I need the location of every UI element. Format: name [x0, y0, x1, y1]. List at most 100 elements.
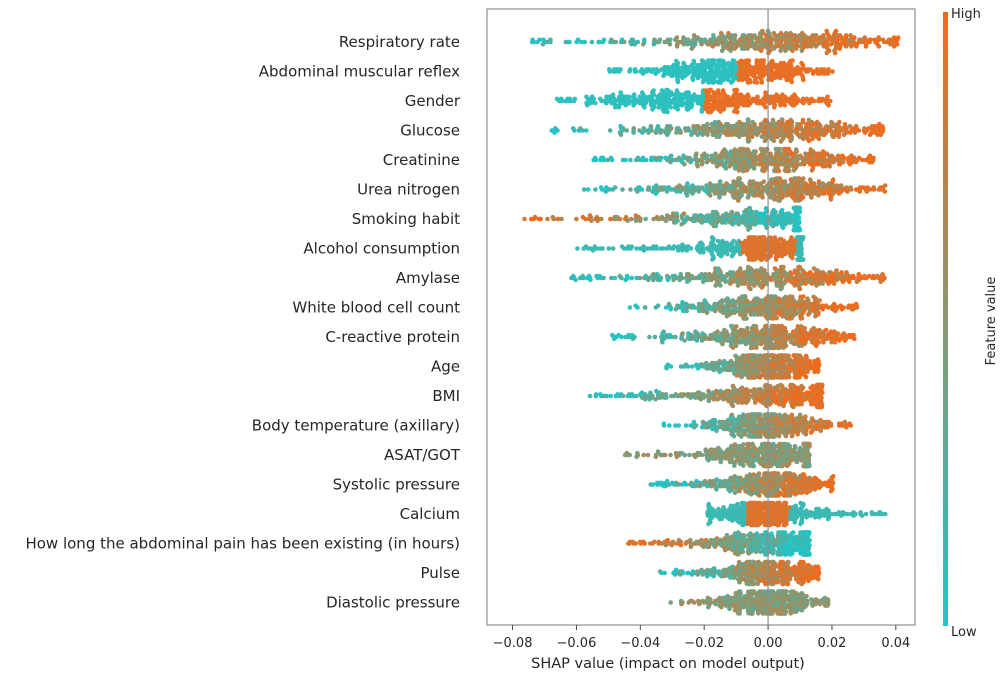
shap-point: [597, 39, 602, 45]
shap-point: [694, 362, 699, 368]
shap-point: [772, 235, 778, 240]
shap-point: [745, 46, 750, 51]
shap-point: [689, 102, 695, 108]
shap-point: [654, 183, 659, 188]
shap-point: [791, 168, 797, 173]
shap-point: [536, 216, 542, 222]
shap-point: [813, 314, 818, 319]
shap-point: [663, 155, 668, 161]
shap-point: [678, 73, 683, 78]
shap-point: [582, 39, 588, 45]
shap-point: [769, 177, 774, 182]
plot-frame: [486, 8, 916, 626]
shap-point: [674, 44, 680, 49]
shap-point: [790, 58, 795, 63]
shap-point: [732, 249, 737, 255]
shap-point: [640, 41, 646, 47]
shap-point: [604, 185, 609, 190]
shap-point: [814, 343, 819, 349]
shap-point: [541, 37, 546, 43]
shap-point: [705, 41, 710, 47]
shap-point: [770, 161, 775, 167]
shap-point: [788, 270, 793, 275]
shap-point: [653, 71, 658, 76]
shap-point: [842, 277, 847, 283]
shap-point: [668, 364, 674, 369]
shap-point: [763, 314, 768, 319]
shap-point: [787, 251, 793, 257]
shap-point: [763, 105, 768, 110]
shap-point: [792, 92, 797, 97]
shap-point: [810, 136, 815, 142]
shap-point: [781, 281, 787, 286]
shap-point: [735, 109, 740, 115]
shap-point: [778, 139, 784, 144]
shap-point: [710, 132, 716, 137]
shap-point: [865, 185, 870, 190]
shap-point: [835, 153, 841, 159]
shap-point: [745, 195, 751, 200]
shap-point: [667, 332, 673, 338]
shap-point: [650, 107, 655, 112]
shap-point: [891, 35, 897, 40]
shap-point: [792, 198, 798, 203]
shap-point: [757, 75, 763, 81]
shap-point: [745, 92, 751, 97]
shap-point: [761, 211, 767, 216]
shap-point: [782, 270, 788, 275]
shap-point: [803, 353, 809, 359]
shap-point: [659, 67, 664, 72]
shap-point: [791, 102, 797, 108]
shap-point: [728, 48, 733, 54]
shap-point: [700, 331, 705, 336]
shap-point: [721, 58, 726, 64]
shap-point: [717, 80, 722, 85]
shap-point: [684, 107, 690, 112]
shap-point: [771, 30, 777, 36]
shap-point: [746, 235, 752, 240]
shap-point: [740, 77, 745, 83]
shap-point: [689, 157, 695, 163]
shap-point: [828, 41, 834, 47]
shap-point: [822, 132, 827, 137]
shap-point: [600, 155, 606, 161]
shap-point: [587, 213, 593, 218]
shap-point: [632, 67, 638, 72]
shap-point: [761, 179, 767, 184]
shap-point: [750, 119, 755, 125]
shap-point: [795, 96, 800, 102]
shap-point: [717, 299, 723, 305]
shap-point: [664, 189, 670, 194]
shap-point: [713, 360, 718, 366]
shap-point: [849, 153, 854, 159]
shap-point: [739, 327, 745, 333]
shap-point: [619, 244, 625, 249]
shap-point: [886, 37, 892, 43]
shap-point: [805, 35, 810, 40]
shap-point: [777, 75, 782, 81]
shap-point: [807, 161, 813, 167]
shap-point: [745, 80, 751, 85]
shap-point: [853, 124, 859, 129]
shap-point: [849, 332, 854, 338]
shap-point: [809, 327, 814, 333]
shap-point: [877, 121, 882, 127]
shap-point: [798, 316, 804, 321]
shap-point: [719, 220, 725, 225]
shap-point: [812, 191, 818, 196]
shap-point: [684, 248, 690, 253]
shap-point: [780, 314, 786, 319]
shap-point: [774, 62, 779, 68]
shap-point: [810, 340, 815, 345]
shap-point: [743, 132, 749, 137]
shap-point: [709, 153, 715, 159]
shap-point: [867, 153, 873, 159]
shap-point: [728, 358, 734, 364]
shap-point: [717, 179, 723, 184]
shap-point: [623, 157, 628, 163]
shap-point: [736, 41, 741, 47]
shap-point: [708, 37, 713, 43]
shap-point: [699, 240, 704, 246]
shap-point: [837, 33, 843, 38]
shap-point: [647, 334, 652, 340]
